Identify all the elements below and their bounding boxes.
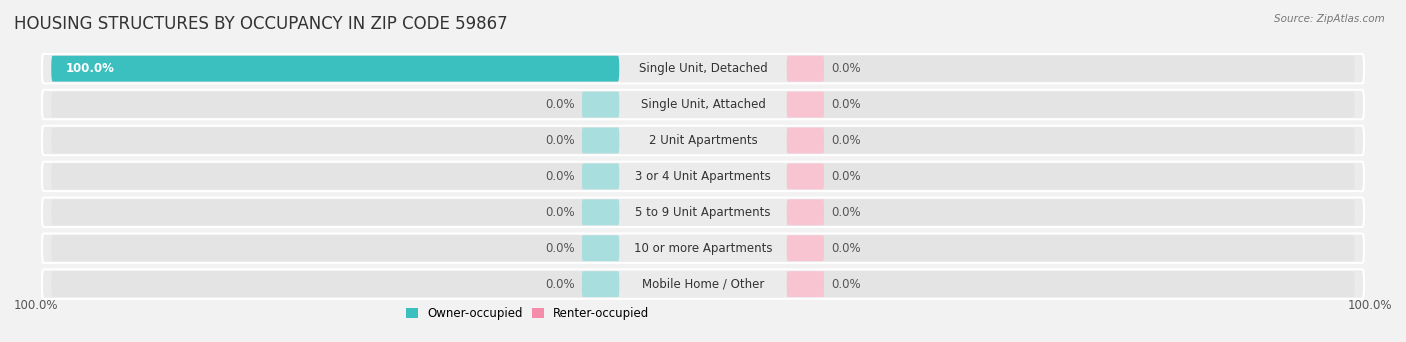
FancyBboxPatch shape xyxy=(787,128,824,154)
FancyBboxPatch shape xyxy=(787,271,824,297)
FancyBboxPatch shape xyxy=(42,162,1364,191)
FancyBboxPatch shape xyxy=(582,199,619,225)
FancyBboxPatch shape xyxy=(42,234,1364,263)
FancyBboxPatch shape xyxy=(787,92,824,118)
Text: 0.0%: 0.0% xyxy=(546,170,575,183)
Text: 100.0%: 100.0% xyxy=(1347,299,1392,312)
Text: 100.0%: 100.0% xyxy=(14,299,59,312)
FancyBboxPatch shape xyxy=(582,235,619,261)
Text: 0.0%: 0.0% xyxy=(831,62,860,75)
Text: 100.0%: 100.0% xyxy=(65,62,114,75)
Text: 0.0%: 0.0% xyxy=(831,98,860,111)
FancyBboxPatch shape xyxy=(51,128,619,154)
FancyBboxPatch shape xyxy=(42,269,1364,299)
Text: 0.0%: 0.0% xyxy=(831,278,860,291)
Text: 3 or 4 Unit Apartments: 3 or 4 Unit Apartments xyxy=(636,170,770,183)
FancyBboxPatch shape xyxy=(42,198,1364,227)
Text: 0.0%: 0.0% xyxy=(546,98,575,111)
Text: 10 or more Apartments: 10 or more Apartments xyxy=(634,242,772,255)
Text: 0.0%: 0.0% xyxy=(831,170,860,183)
Text: 0.0%: 0.0% xyxy=(831,134,860,147)
Text: 2 Unit Apartments: 2 Unit Apartments xyxy=(648,134,758,147)
FancyBboxPatch shape xyxy=(42,54,1364,83)
FancyBboxPatch shape xyxy=(787,128,1355,154)
Text: Single Unit, Detached: Single Unit, Detached xyxy=(638,62,768,75)
Text: 0.0%: 0.0% xyxy=(546,278,575,291)
FancyBboxPatch shape xyxy=(51,56,619,82)
FancyBboxPatch shape xyxy=(51,271,619,297)
Text: 0.0%: 0.0% xyxy=(546,242,575,255)
Text: Source: ZipAtlas.com: Source: ZipAtlas.com xyxy=(1274,14,1385,24)
Text: 0.0%: 0.0% xyxy=(546,134,575,147)
FancyBboxPatch shape xyxy=(787,92,1355,118)
FancyBboxPatch shape xyxy=(582,163,619,189)
FancyBboxPatch shape xyxy=(582,271,619,297)
FancyBboxPatch shape xyxy=(42,126,1364,155)
FancyBboxPatch shape xyxy=(787,199,824,225)
FancyBboxPatch shape xyxy=(51,199,619,225)
FancyBboxPatch shape xyxy=(787,163,824,189)
Legend: Owner-occupied, Renter-occupied: Owner-occupied, Renter-occupied xyxy=(406,307,650,320)
FancyBboxPatch shape xyxy=(582,128,619,154)
Text: HOUSING STRUCTURES BY OCCUPANCY IN ZIP CODE 59867: HOUSING STRUCTURES BY OCCUPANCY IN ZIP C… xyxy=(14,15,508,34)
FancyBboxPatch shape xyxy=(51,235,619,261)
Text: Mobile Home / Other: Mobile Home / Other xyxy=(641,278,765,291)
FancyBboxPatch shape xyxy=(51,163,619,189)
FancyBboxPatch shape xyxy=(787,56,824,82)
Text: Single Unit, Attached: Single Unit, Attached xyxy=(641,98,765,111)
FancyBboxPatch shape xyxy=(51,56,619,82)
FancyBboxPatch shape xyxy=(787,271,1355,297)
FancyBboxPatch shape xyxy=(787,163,1355,189)
FancyBboxPatch shape xyxy=(42,90,1364,119)
FancyBboxPatch shape xyxy=(787,235,1355,261)
Text: 0.0%: 0.0% xyxy=(546,206,575,219)
Text: 0.0%: 0.0% xyxy=(831,242,860,255)
Text: 5 to 9 Unit Apartments: 5 to 9 Unit Apartments xyxy=(636,206,770,219)
Text: 0.0%: 0.0% xyxy=(831,206,860,219)
FancyBboxPatch shape xyxy=(787,199,1355,225)
FancyBboxPatch shape xyxy=(787,56,1355,82)
FancyBboxPatch shape xyxy=(51,92,619,118)
FancyBboxPatch shape xyxy=(787,235,824,261)
FancyBboxPatch shape xyxy=(582,92,619,118)
